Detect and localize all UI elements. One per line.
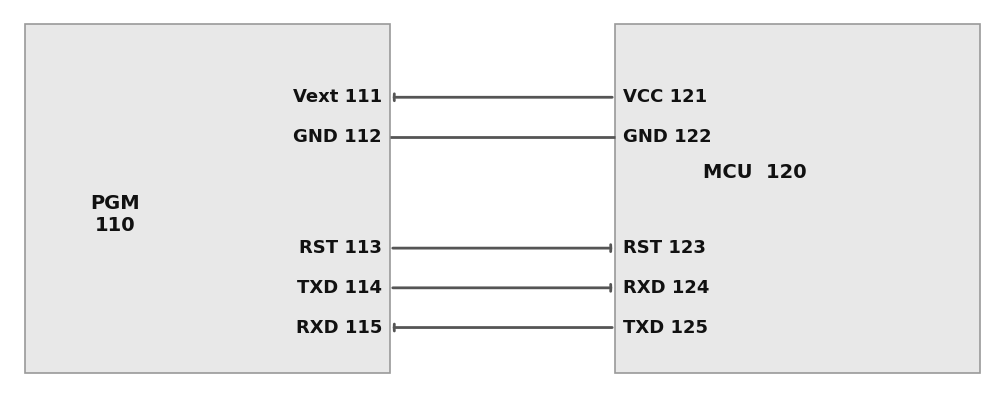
Text: RST 123: RST 123 [623,239,706,257]
Text: MCU  120: MCU 120 [703,163,807,182]
Text: GND 122: GND 122 [623,128,712,146]
Text: Vext 111: Vext 111 [293,88,382,106]
Bar [25,24,390,373]
Text: VCC 121: VCC 121 [623,88,707,106]
Text: RXD 124: RXD 124 [623,279,709,297]
Text: RXD 115: RXD 115 [296,318,382,337]
Text: GND 112: GND 112 [293,128,382,146]
Text: RST 113: RST 113 [299,239,382,257]
Text: PGM
110: PGM 110 [90,194,140,235]
Bar [615,24,980,373]
Text: TXD 114: TXD 114 [297,279,382,297]
Text: TXD 125: TXD 125 [623,318,708,337]
